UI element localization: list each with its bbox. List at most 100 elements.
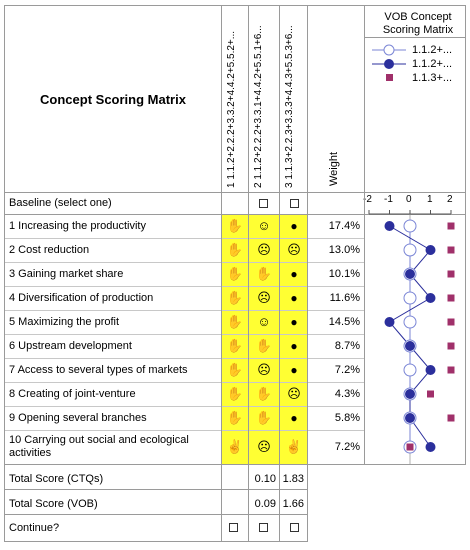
thumb-down-icon: ✋ xyxy=(226,410,244,425)
criterion-weight: 4.3% xyxy=(334,388,360,400)
grid-line xyxy=(4,310,365,311)
grid-line xyxy=(4,382,365,383)
criterion-label: 3 Gaining market share xyxy=(9,268,124,280)
point-filled-circle xyxy=(425,365,436,375)
thumb-down-icon: ✋ xyxy=(226,314,244,329)
thumb-up-icon: ✌ xyxy=(285,439,303,454)
grid-line xyxy=(307,5,308,542)
thumb-down-icon: ✋ xyxy=(226,242,244,257)
vob-title-line-2: Scoring Matrix xyxy=(382,24,454,36)
continue-checkbox-1[interactable] xyxy=(229,523,238,532)
thumb-down-icon: ✋ xyxy=(226,266,244,281)
bomb-icon: ● xyxy=(290,315,298,329)
point-filled-circle xyxy=(384,317,395,327)
legend-open-circle-icon xyxy=(383,44,395,56)
total-vob-label: Total Score (VOB) xyxy=(9,498,98,510)
thumb-down-icon: ✋ xyxy=(226,362,244,377)
criterion-label: 7 Access to several types of markets xyxy=(9,364,188,376)
point-filled-circle xyxy=(405,341,415,351)
bomb-icon: ● xyxy=(290,411,298,425)
bomb-icon: ● xyxy=(290,291,298,305)
grid-line xyxy=(4,489,308,490)
criterion-weight: 10.1% xyxy=(328,268,360,280)
criterion-weight: 14.5% xyxy=(328,316,360,328)
axis-tick: -1 xyxy=(384,194,393,205)
thumb-down-icon: ✋ xyxy=(226,386,244,401)
concept-header-2: 2 1.1.2+2.2.2+3.3.1+4.4.2+5.5.1+6... xyxy=(253,25,264,188)
series-line-filled xyxy=(388,225,432,448)
vob-title-line-1: VOB Concept xyxy=(384,11,452,23)
point-square xyxy=(447,366,455,374)
legend-square-icon xyxy=(386,74,393,81)
axis-tick: 1 xyxy=(427,194,433,205)
point-filled-circle xyxy=(384,221,395,231)
point-square xyxy=(447,294,455,302)
continue-checkbox-3[interactable] xyxy=(290,523,299,532)
point-square xyxy=(447,342,455,350)
frown-icon: ☹ xyxy=(287,242,301,257)
total-vob-value-3: 1.66 xyxy=(282,498,304,510)
criterion-weight: 8.7% xyxy=(334,340,360,352)
criterion-label: 4 Diversification of production xyxy=(9,292,154,304)
point-open-circle xyxy=(403,243,417,257)
legend-label-3: 1.1.3+... xyxy=(412,72,453,84)
criterion-label: 2 Cost reduction xyxy=(9,244,90,256)
point-square xyxy=(447,246,455,254)
legend-label-2: 1.1.2+... xyxy=(412,58,453,70)
bomb-icon: ● xyxy=(290,219,298,233)
bomb-icon: ● xyxy=(290,339,298,353)
thumb-down-icon: ✋ xyxy=(226,218,244,233)
thumb-down-icon: ✋ xyxy=(255,386,273,401)
criterion-label: 8 Creating of joint-venture xyxy=(9,388,136,400)
baseline-checkbox-3[interactable] xyxy=(290,199,299,208)
criterion-label: 1 Increasing the productivity xyxy=(9,220,146,232)
point-filled-circle xyxy=(405,389,415,399)
thumb-down-icon: ✋ xyxy=(255,410,273,425)
point-open-circle xyxy=(403,219,417,233)
grid-line xyxy=(465,5,466,464)
frown-icon: ☹ xyxy=(257,242,271,257)
point-filled-circle xyxy=(425,245,436,255)
criterion-label: activities xyxy=(9,447,52,459)
grid-line xyxy=(4,406,365,407)
axis-tick: -2 xyxy=(363,194,372,205)
bomb-icon: ● xyxy=(290,363,298,377)
legend-filled-circle-icon xyxy=(384,59,394,69)
baseline-checkbox-2[interactable] xyxy=(259,199,268,208)
point-square xyxy=(406,443,414,451)
grid-line xyxy=(4,214,466,215)
criterion-weight: 5.8% xyxy=(334,412,360,424)
grid-line xyxy=(4,286,365,287)
point-square xyxy=(447,222,455,230)
weight-header: Weight xyxy=(328,151,340,186)
grid-line xyxy=(4,238,365,239)
criterion-weight: 17.4% xyxy=(328,220,360,232)
vob-legend: 1.1.2+... 1.1.2+... 1.1.3+... xyxy=(368,40,470,88)
total-ctq-value-2: 0.10 xyxy=(254,473,276,485)
concept-highlight xyxy=(221,214,307,464)
point-open-circle xyxy=(403,363,417,377)
point-square xyxy=(447,414,455,422)
total-vob-value-2: 0.09 xyxy=(254,498,276,510)
grid-line xyxy=(248,5,249,542)
legend-markers xyxy=(372,44,406,81)
smile-icon: ☺ xyxy=(257,218,271,233)
point-filled-circle xyxy=(405,413,415,423)
frown-icon: ☹ xyxy=(257,290,271,305)
matrix-title: Concept Scoring Matrix xyxy=(40,92,186,107)
baseline-label: Baseline (select one) xyxy=(9,197,112,209)
point-open-circle xyxy=(403,291,417,305)
continue-checkbox-2[interactable] xyxy=(259,523,268,532)
grid-line xyxy=(221,5,222,542)
grid-line xyxy=(4,334,365,335)
total-ctq-label: Total Score (CTQs) xyxy=(9,473,104,485)
grid-line xyxy=(4,5,5,542)
point-square xyxy=(447,318,455,326)
bomb-icon: ● xyxy=(290,267,298,281)
grid-line xyxy=(364,5,365,464)
point-filled-circle xyxy=(405,269,415,279)
frown-icon: ☹ xyxy=(257,362,271,377)
continue-label: Continue? xyxy=(9,522,60,534)
point-filled-circle xyxy=(425,293,436,303)
grid-line xyxy=(279,5,280,542)
